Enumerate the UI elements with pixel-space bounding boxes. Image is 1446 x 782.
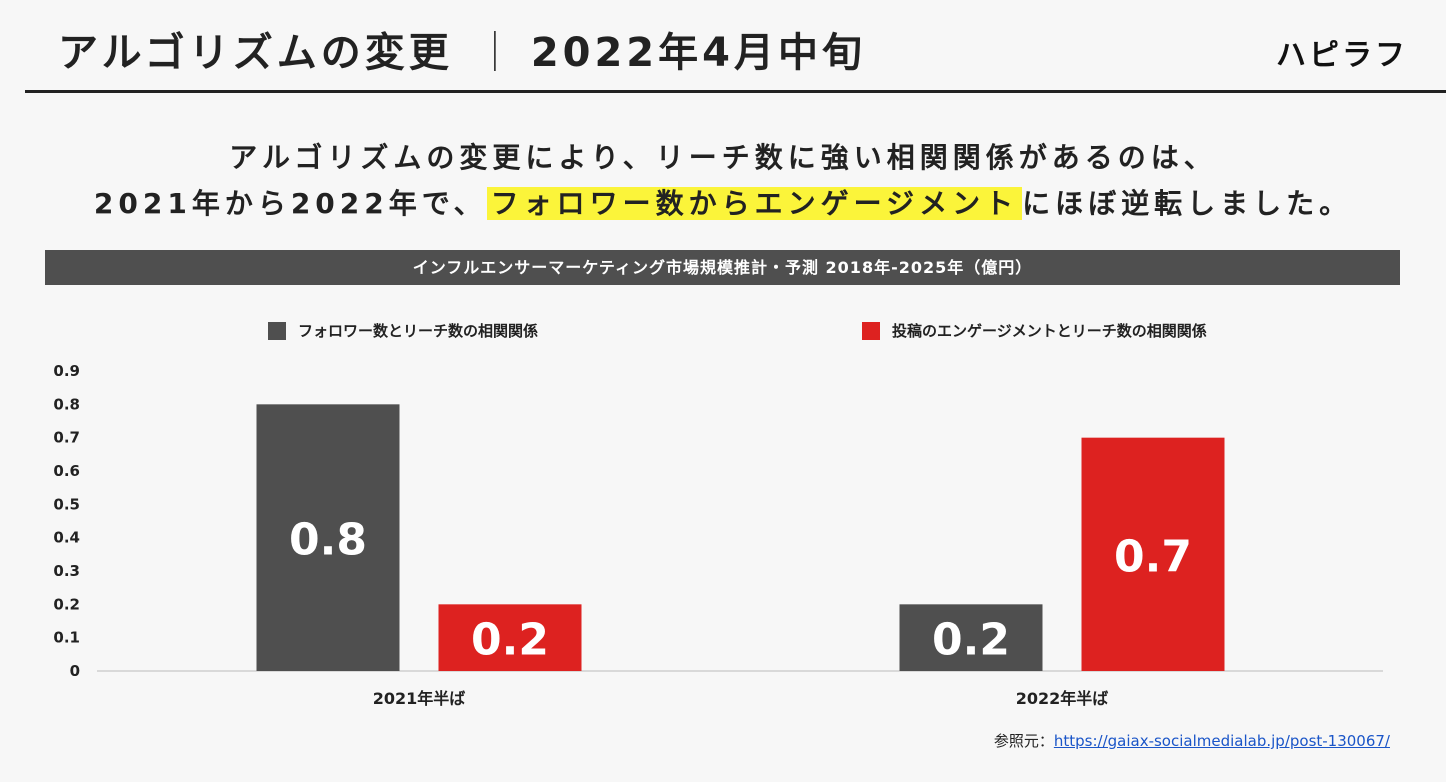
bar-chart: 0 0.1 0.2 0.3 0.4 0.5 0.6 0.7 0.8 0.9 0.8 0.2 2021年半… [53, 362, 1383, 708]
legend-item-followers: フォロワー数とリーチ数の相関関係 [268, 320, 538, 341]
legend-label-engagement: 投稿のエンゲージメントとリーチ数の相関関係 [892, 322, 1207, 340]
brand-logo: ハピラフ [1276, 38, 1408, 73]
source-link[interactable]: https://gaiax-socialmedialab.jp/post-130… [1053, 732, 1390, 750]
title-date: 2022年4月中旬 [530, 30, 866, 76]
headline-line-2-before: 2021年から2022年で、 [93, 187, 487, 220]
y-tick-label: 0.7 [53, 429, 80, 447]
y-tick-label: 0.8 [53, 395, 80, 413]
legend-swatch-engagement [862, 321, 880, 340]
title-separator: ｜ [474, 30, 519, 76]
y-tick-label: 0.9 [53, 362, 80, 380]
headline-line-2: 2021年から2022年で、 フォロワー数からエンゲージメント にほぼ逆転しました。 [0, 181, 1446, 227]
y-tick-label: 0.5 [53, 495, 80, 513]
chart-title: インフルエンサーマーケティング市場規模推計・予測 2018年-2025年（億円） [45, 250, 1400, 285]
legend-label-followers: フォロワー数とリーチ数の相関関係 [298, 322, 539, 340]
header: アルゴリズムの変更 ｜ 2022年4月中旬 ハピラフ [0, 0, 1446, 93]
y-tick-label: 0.4 [53, 529, 80, 547]
x-tick-label: 2022年半ば [1016, 689, 1109, 708]
bar [899, 604, 1043, 671]
data-label: 0.2 [932, 615, 1010, 666]
legend-swatch-followers [268, 321, 286, 340]
page-title: アルゴリズムの変更 ｜ 2022年4月中旬 [58, 20, 866, 78]
headline-line-1: アルゴリズムの変更により、リーチ数に強い相関関係があるのは、 [229, 141, 1217, 174]
source-citation: 参照元：https://gaiax-socialmedialab.jp/post… [994, 730, 1390, 751]
headline: アルゴリズムの変更により、リーチ数に強い相関関係があるのは、 2021年から20… [0, 135, 1446, 227]
x-tick-label: 2021年半ば [373, 689, 466, 708]
bar [256, 404, 400, 671]
y-tick-label: 0 [70, 662, 80, 680]
bar [438, 604, 582, 671]
y-tick-label: 0.2 [53, 595, 80, 613]
bar [1081, 437, 1225, 671]
y-tick-label: 0.3 [53, 562, 80, 580]
source-label: 参照元： [993, 732, 1054, 750]
y-tick-label: 0.1 [53, 629, 80, 647]
header-divider [25, 90, 1446, 93]
headline-line-2-after: にほぼ逆転しました。 [1022, 187, 1353, 220]
data-label: 0.8 [289, 515, 367, 566]
headline-highlight: フォロワー数からエンゲージメント [486, 187, 1023, 220]
legend-item-engagement: 投稿のエンゲージメントとリーチ数の相関関係 [862, 320, 1207, 341]
data-label: 0.2 [471, 615, 549, 666]
data-label: 0.7 [1114, 531, 1192, 582]
title-text: アルゴリズムの変更 [58, 30, 453, 76]
y-tick-label: 0.6 [53, 462, 80, 480]
